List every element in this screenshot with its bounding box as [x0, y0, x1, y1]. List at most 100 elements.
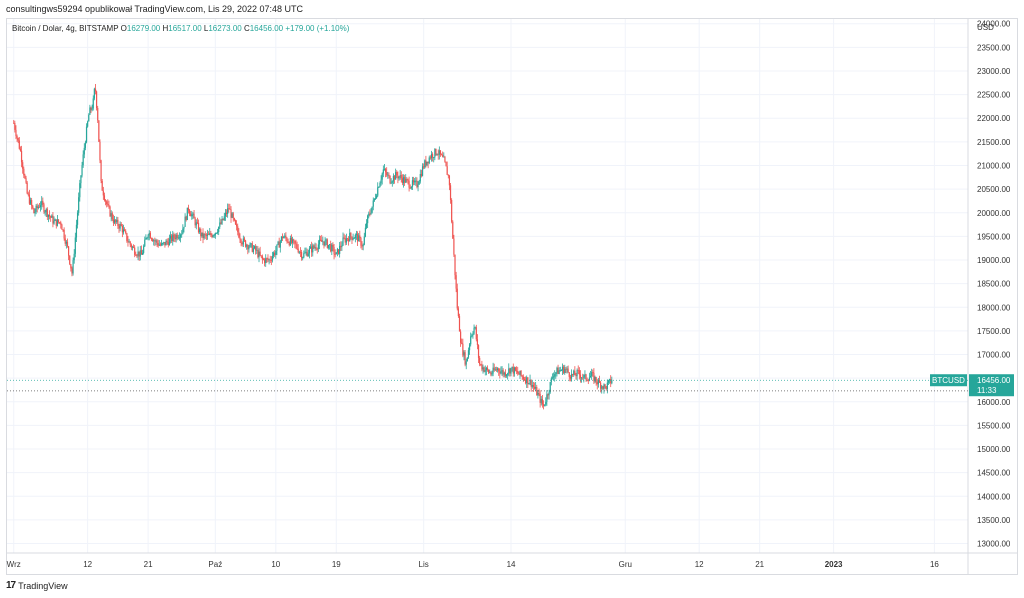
candle-body	[578, 370, 580, 375]
candle-body	[500, 371, 502, 374]
candle-body	[238, 231, 240, 238]
candle-body	[565, 368, 567, 370]
candle-body	[383, 168, 386, 170]
candle-body	[193, 213, 195, 219]
candle-body	[283, 237, 285, 239]
candle-body	[432, 154, 434, 158]
candle-body	[542, 404, 545, 406]
candle-body	[147, 235, 149, 238]
candle-body	[447, 174, 449, 176]
candle-body	[364, 227, 367, 237]
candle-body	[168, 238, 171, 246]
candle-body	[538, 392, 540, 395]
candle-body	[171, 235, 173, 242]
candle-body	[505, 374, 508, 377]
x-tick-label: 10	[271, 560, 280, 569]
y-tick-label: 19000.00	[977, 256, 1011, 265]
candle-body	[416, 180, 418, 188]
candle-body	[176, 234, 178, 239]
candle-body	[234, 220, 237, 225]
candle-body	[307, 253, 309, 257]
candle-body	[503, 372, 505, 375]
candle-body	[131, 246, 134, 248]
candle-body	[328, 244, 331, 245]
candle-body	[288, 242, 290, 246]
candle-body	[355, 233, 358, 235]
candle-body	[603, 384, 605, 389]
candle-body	[285, 235, 287, 239]
candle-body	[275, 250, 277, 255]
candle-body	[75, 224, 78, 238]
candle-body	[479, 357, 481, 365]
candle-body	[463, 352, 465, 356]
candle-body	[369, 213, 371, 215]
candle-body	[228, 208, 230, 210]
candle-body	[589, 375, 592, 378]
candle-body	[437, 154, 439, 156]
candle-body	[522, 376, 524, 380]
candle-body	[390, 182, 392, 184]
candle-body	[456, 288, 458, 309]
candle-body	[296, 244, 298, 249]
candle-body	[564, 368, 566, 374]
candle-body	[421, 166, 424, 176]
candle-body	[317, 244, 319, 250]
candle-body	[25, 178, 27, 183]
candle-body	[227, 208, 229, 214]
candle-body	[406, 178, 408, 180]
candle-body	[91, 108, 93, 110]
candle-body	[265, 258, 267, 264]
y-tick-label: 13500.00	[977, 516, 1011, 525]
candle-body	[178, 237, 181, 239]
candle-body	[473, 327, 475, 334]
candle-body	[29, 200, 32, 204]
candle-body	[233, 218, 235, 221]
candle-body	[183, 226, 185, 229]
candle-body	[498, 368, 500, 372]
candle-body	[480, 364, 482, 366]
candle-body	[511, 366, 513, 368]
candle-body	[17, 137, 19, 141]
candle-body	[305, 251, 307, 253]
candle-body	[104, 200, 107, 202]
candle-body	[524, 379, 527, 384]
candle-body	[246, 245, 248, 247]
candle-body	[519, 370, 521, 375]
y-tick-label: 23500.00	[977, 43, 1011, 52]
price-badge	[969, 374, 1014, 397]
candle-body	[418, 181, 420, 185]
candle-body	[397, 175, 399, 179]
candle-body	[119, 224, 121, 229]
candle-body	[236, 224, 238, 227]
candle-body	[109, 206, 111, 217]
candle-body	[62, 229, 64, 231]
candle-body	[57, 219, 60, 223]
candle-body	[150, 238, 153, 240]
tradingview-footer[interactable]: 17 TradingView	[6, 580, 68, 591]
candle-body	[576, 370, 578, 377]
candle-body	[128, 241, 130, 243]
candle-body	[13, 122, 15, 124]
candle-body	[286, 238, 288, 242]
candle-body	[100, 160, 102, 181]
candle-body	[510, 367, 512, 374]
x-tick-label: 14	[507, 560, 516, 569]
candle-body	[53, 220, 55, 224]
candle-body	[221, 218, 223, 224]
candle-body	[504, 372, 507, 377]
candle-body	[314, 247, 316, 249]
candle-body	[277, 241, 279, 245]
candle-body	[354, 234, 356, 239]
candle-body	[23, 168, 25, 176]
candle-body	[460, 331, 462, 343]
candle-body	[464, 352, 466, 365]
candle-body	[230, 209, 232, 218]
x-tick-label: 16	[930, 560, 939, 569]
candle-body	[153, 240, 155, 242]
candle-body	[320, 239, 322, 241]
candle-body	[214, 233, 216, 236]
candle-body	[598, 380, 601, 383]
candle-body	[196, 222, 199, 224]
candle-body	[461, 342, 463, 344]
